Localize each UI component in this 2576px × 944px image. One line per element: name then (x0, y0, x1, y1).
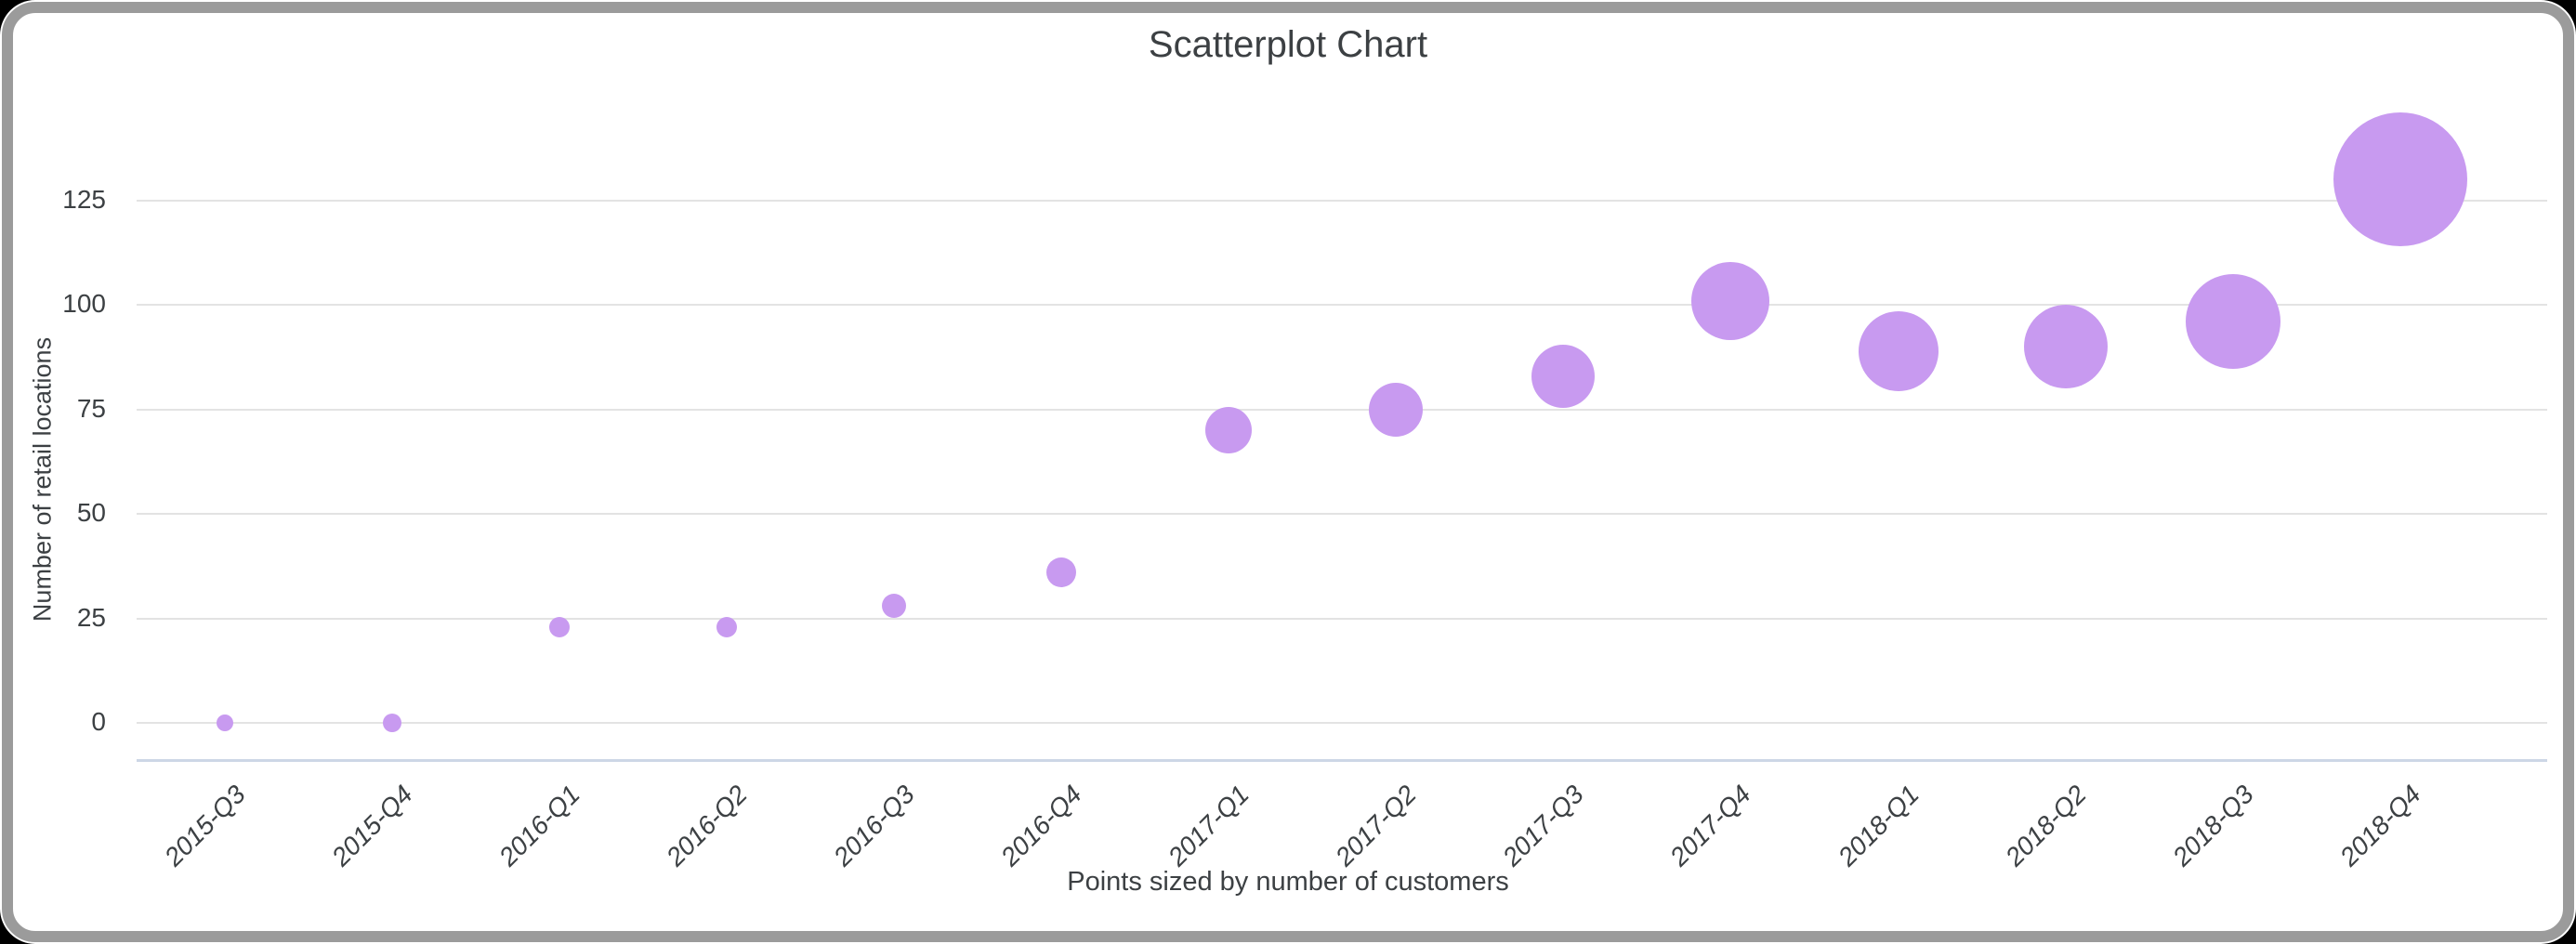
y-tick-label: 25 (76, 602, 106, 632)
gridline (137, 199, 2547, 202)
scatter-point[interactable] (716, 616, 738, 637)
gridline (137, 408, 2547, 411)
scatter-point[interactable] (882, 594, 907, 618)
gridline (137, 617, 2547, 620)
y-axis-title: Number of retail locations (28, 336, 57, 623)
scatter-point[interactable] (383, 714, 402, 732)
scatter-point[interactable] (1046, 557, 1077, 587)
y-tick-label: 100 (62, 289, 106, 318)
scatter-point[interactable] (1691, 261, 1770, 340)
scatter-point[interactable] (1205, 407, 1253, 453)
y-tick-label: 75 (76, 393, 106, 423)
scatter-point[interactable] (1858, 310, 1939, 391)
scatter-point[interactable] (2185, 274, 2280, 369)
scatter-point[interactable] (549, 616, 571, 637)
chart-caption: Points sized by number of customers (1067, 867, 1509, 897)
gridline (137, 304, 2547, 306)
scatter-point[interactable] (1369, 382, 1424, 437)
y-tick-label: 125 (62, 184, 106, 214)
scatter-point[interactable] (217, 715, 233, 731)
gridline (137, 722, 2547, 724)
y-tick-label: 50 (76, 498, 106, 527)
scatter-point[interactable] (2023, 305, 2108, 388)
scatter-point[interactable] (1531, 344, 1596, 408)
chart-title: Scatterplot Chart (1148, 24, 1428, 65)
y-tick-label: 0 (91, 707, 106, 736)
gridline (137, 513, 2547, 515)
x-axis-line (137, 759, 2547, 762)
scatter-point[interactable] (2333, 112, 2467, 246)
